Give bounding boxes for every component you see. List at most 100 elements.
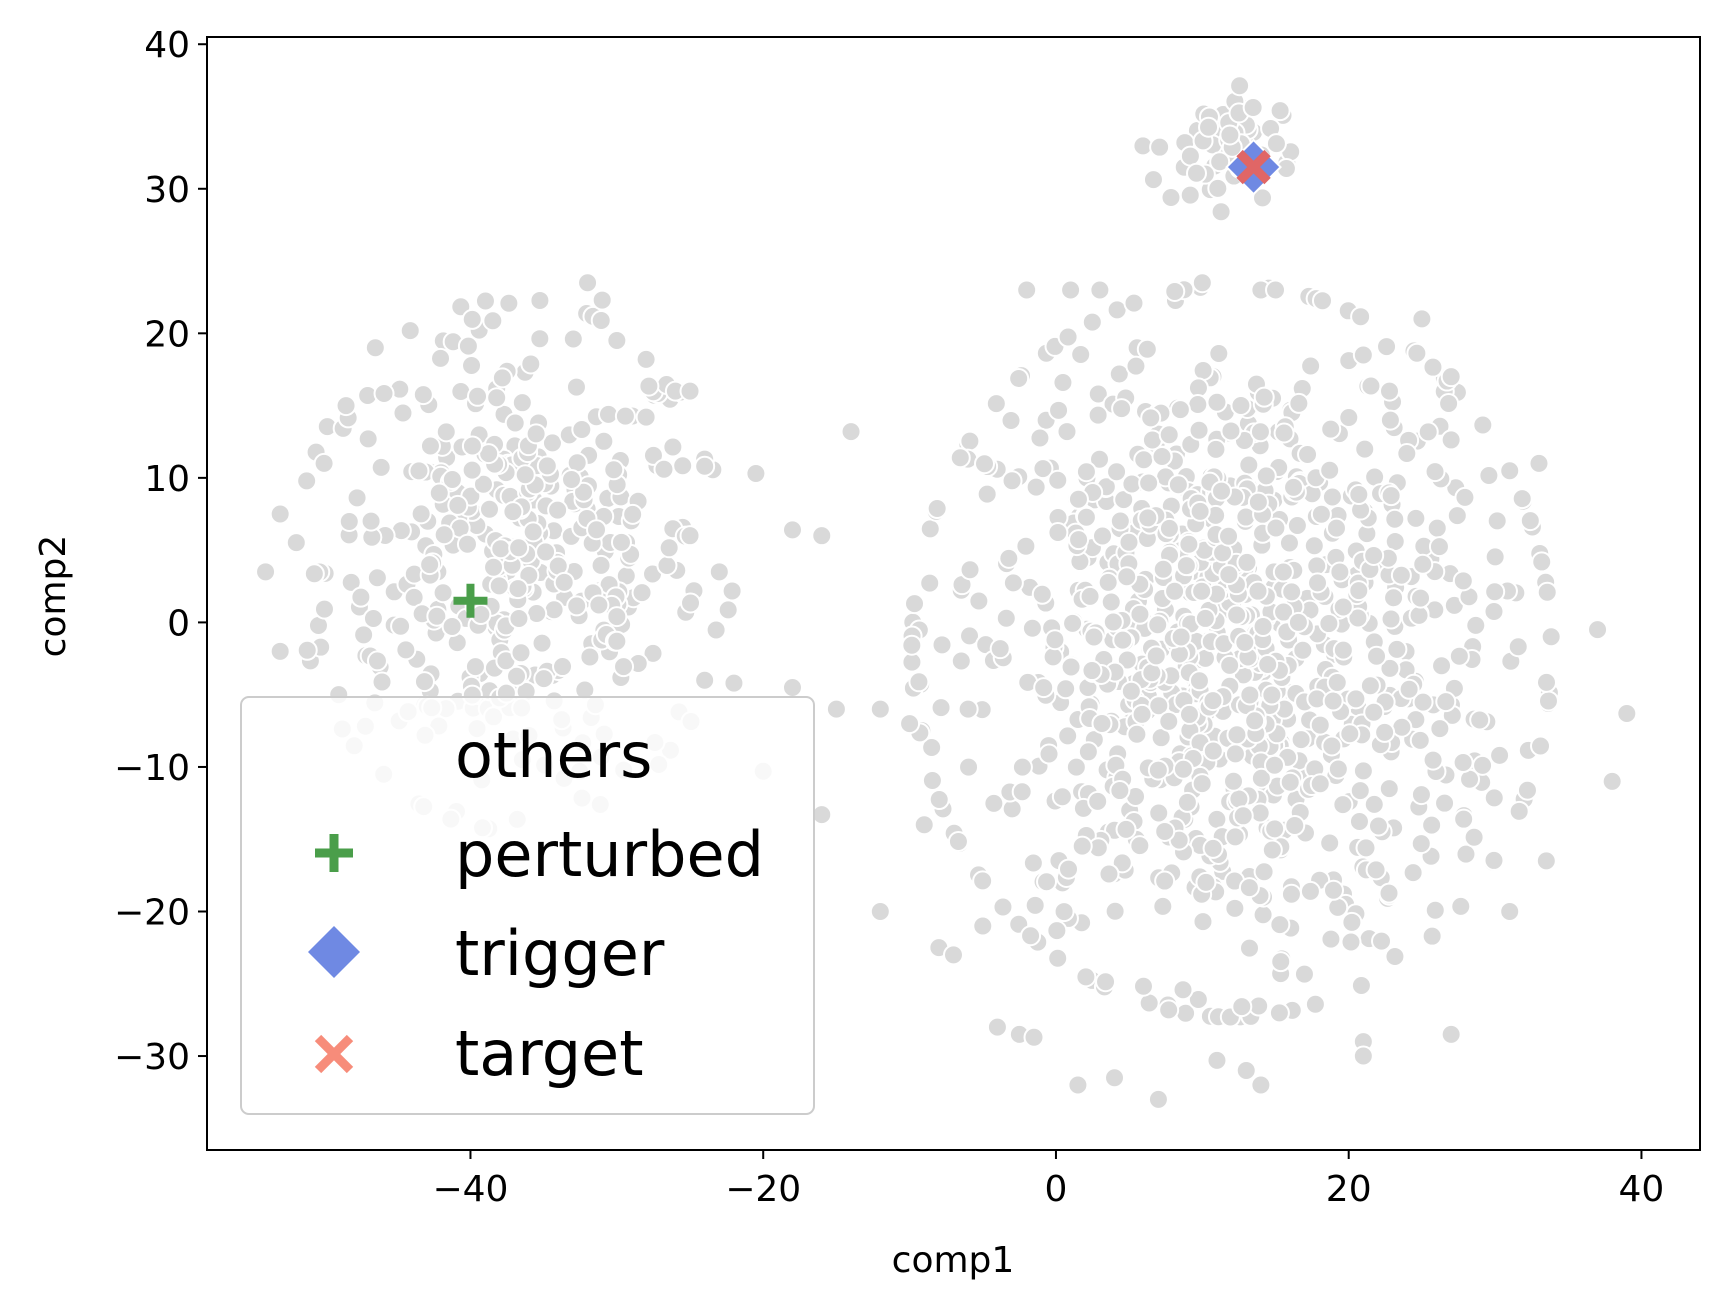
- others-point: [1058, 858, 1080, 880]
- others-point: [1329, 561, 1351, 583]
- others-point: [1252, 904, 1274, 926]
- others-point: [1011, 781, 1033, 803]
- others-point: [959, 625, 981, 647]
- others-point: [313, 598, 335, 620]
- others-point: [1202, 740, 1224, 762]
- others-point: [1081, 660, 1103, 682]
- others-point: [1194, 607, 1216, 629]
- others-point: [357, 428, 379, 450]
- others-point: [269, 503, 291, 525]
- others-point: [533, 668, 555, 690]
- others-point: [998, 547, 1020, 569]
- others-point: [986, 1016, 1008, 1038]
- others-point: [1138, 472, 1160, 494]
- others-point: [1424, 461, 1446, 483]
- others-point: [899, 713, 921, 735]
- others-point: [1265, 517, 1287, 539]
- others-point: [1033, 677, 1055, 699]
- others-point: [606, 630, 628, 652]
- legend-item-trigger: trigger: [308, 917, 665, 990]
- others-point: [531, 632, 553, 654]
- others-point: [1530, 735, 1552, 757]
- others-point: [919, 518, 941, 540]
- others-point: [869, 698, 891, 720]
- others-point: [708, 561, 730, 583]
- others-point: [1051, 786, 1073, 808]
- others-point: [957, 698, 979, 720]
- others-point: [1519, 510, 1541, 532]
- others-point: [1422, 749, 1444, 771]
- others-point: [1304, 993, 1326, 1015]
- others-point: [1132, 975, 1154, 997]
- others-point: [1406, 342, 1428, 364]
- others-point: [631, 582, 653, 604]
- others-point: [1326, 672, 1348, 694]
- others-point: [1499, 901, 1521, 922]
- others-point: [1187, 989, 1209, 1011]
- others-point: [1022, 852, 1044, 874]
- others-point: [950, 650, 972, 672]
- others-point: [1220, 420, 1242, 442]
- others-point: [1374, 721, 1396, 743]
- others-point: [1083, 626, 1105, 648]
- others-point: [1290, 729, 1312, 751]
- others-point: [419, 554, 441, 576]
- others-point: [1179, 184, 1201, 206]
- others-point: [1053, 901, 1075, 923]
- others-point: [680, 592, 702, 614]
- others-point: [432, 582, 454, 604]
- y-tick-label: 40: [144, 25, 190, 66]
- others-point: [1537, 690, 1559, 712]
- others-point: [1269, 100, 1291, 122]
- others-point: [1279, 771, 1301, 793]
- others-point: [1320, 928, 1342, 950]
- others-point: [1219, 654, 1241, 676]
- others-point: [430, 347, 452, 369]
- others-point: [1242, 97, 1264, 119]
- others-point: [1151, 445, 1173, 467]
- others-point: [588, 594, 610, 616]
- others-point: [353, 624, 375, 646]
- others-point: [976, 483, 998, 505]
- others-point: [606, 330, 628, 352]
- x-tick-label: 0: [1045, 1169, 1068, 1210]
- others-point: [553, 571, 575, 593]
- others-point: [1191, 580, 1213, 602]
- others-point: [1104, 900, 1126, 922]
- others-point: [1247, 491, 1269, 513]
- others-point: [1371, 930, 1393, 952]
- others-point: [1350, 306, 1372, 328]
- y-tick-label: 10: [144, 459, 190, 500]
- others-point: [392, 402, 414, 424]
- others-point: [1206, 1049, 1228, 1071]
- others-point: [1345, 688, 1367, 710]
- others-point: [985, 393, 1007, 415]
- others-point: [1029, 427, 1051, 449]
- others-point: [1321, 486, 1343, 508]
- others-point: [1055, 678, 1077, 700]
- others-point: [536, 455, 558, 477]
- others-point: [1535, 671, 1557, 693]
- others-point: [1167, 474, 1189, 496]
- others-point: [1192, 911, 1214, 933]
- others-point: [457, 335, 479, 357]
- others-point: [507, 578, 529, 600]
- others-point: [1048, 399, 1070, 421]
- others-point: [408, 460, 430, 482]
- others-point: [1154, 870, 1176, 892]
- others-point: [1087, 383, 1109, 405]
- others-point: [525, 423, 547, 445]
- legend: others perturbed trigger target: [240, 696, 815, 1115]
- others-point: [1535, 850, 1557, 872]
- others-point: [571, 419, 593, 441]
- others-point: [1409, 729, 1431, 751]
- others-point: [1253, 386, 1275, 408]
- others-point: [811, 804, 833, 826]
- others-point: [1152, 895, 1174, 917]
- others-point: [456, 533, 478, 555]
- others-point: [1412, 691, 1434, 713]
- others-point: [577, 272, 599, 294]
- others-point: [1147, 614, 1169, 636]
- others-point: [547, 499, 569, 521]
